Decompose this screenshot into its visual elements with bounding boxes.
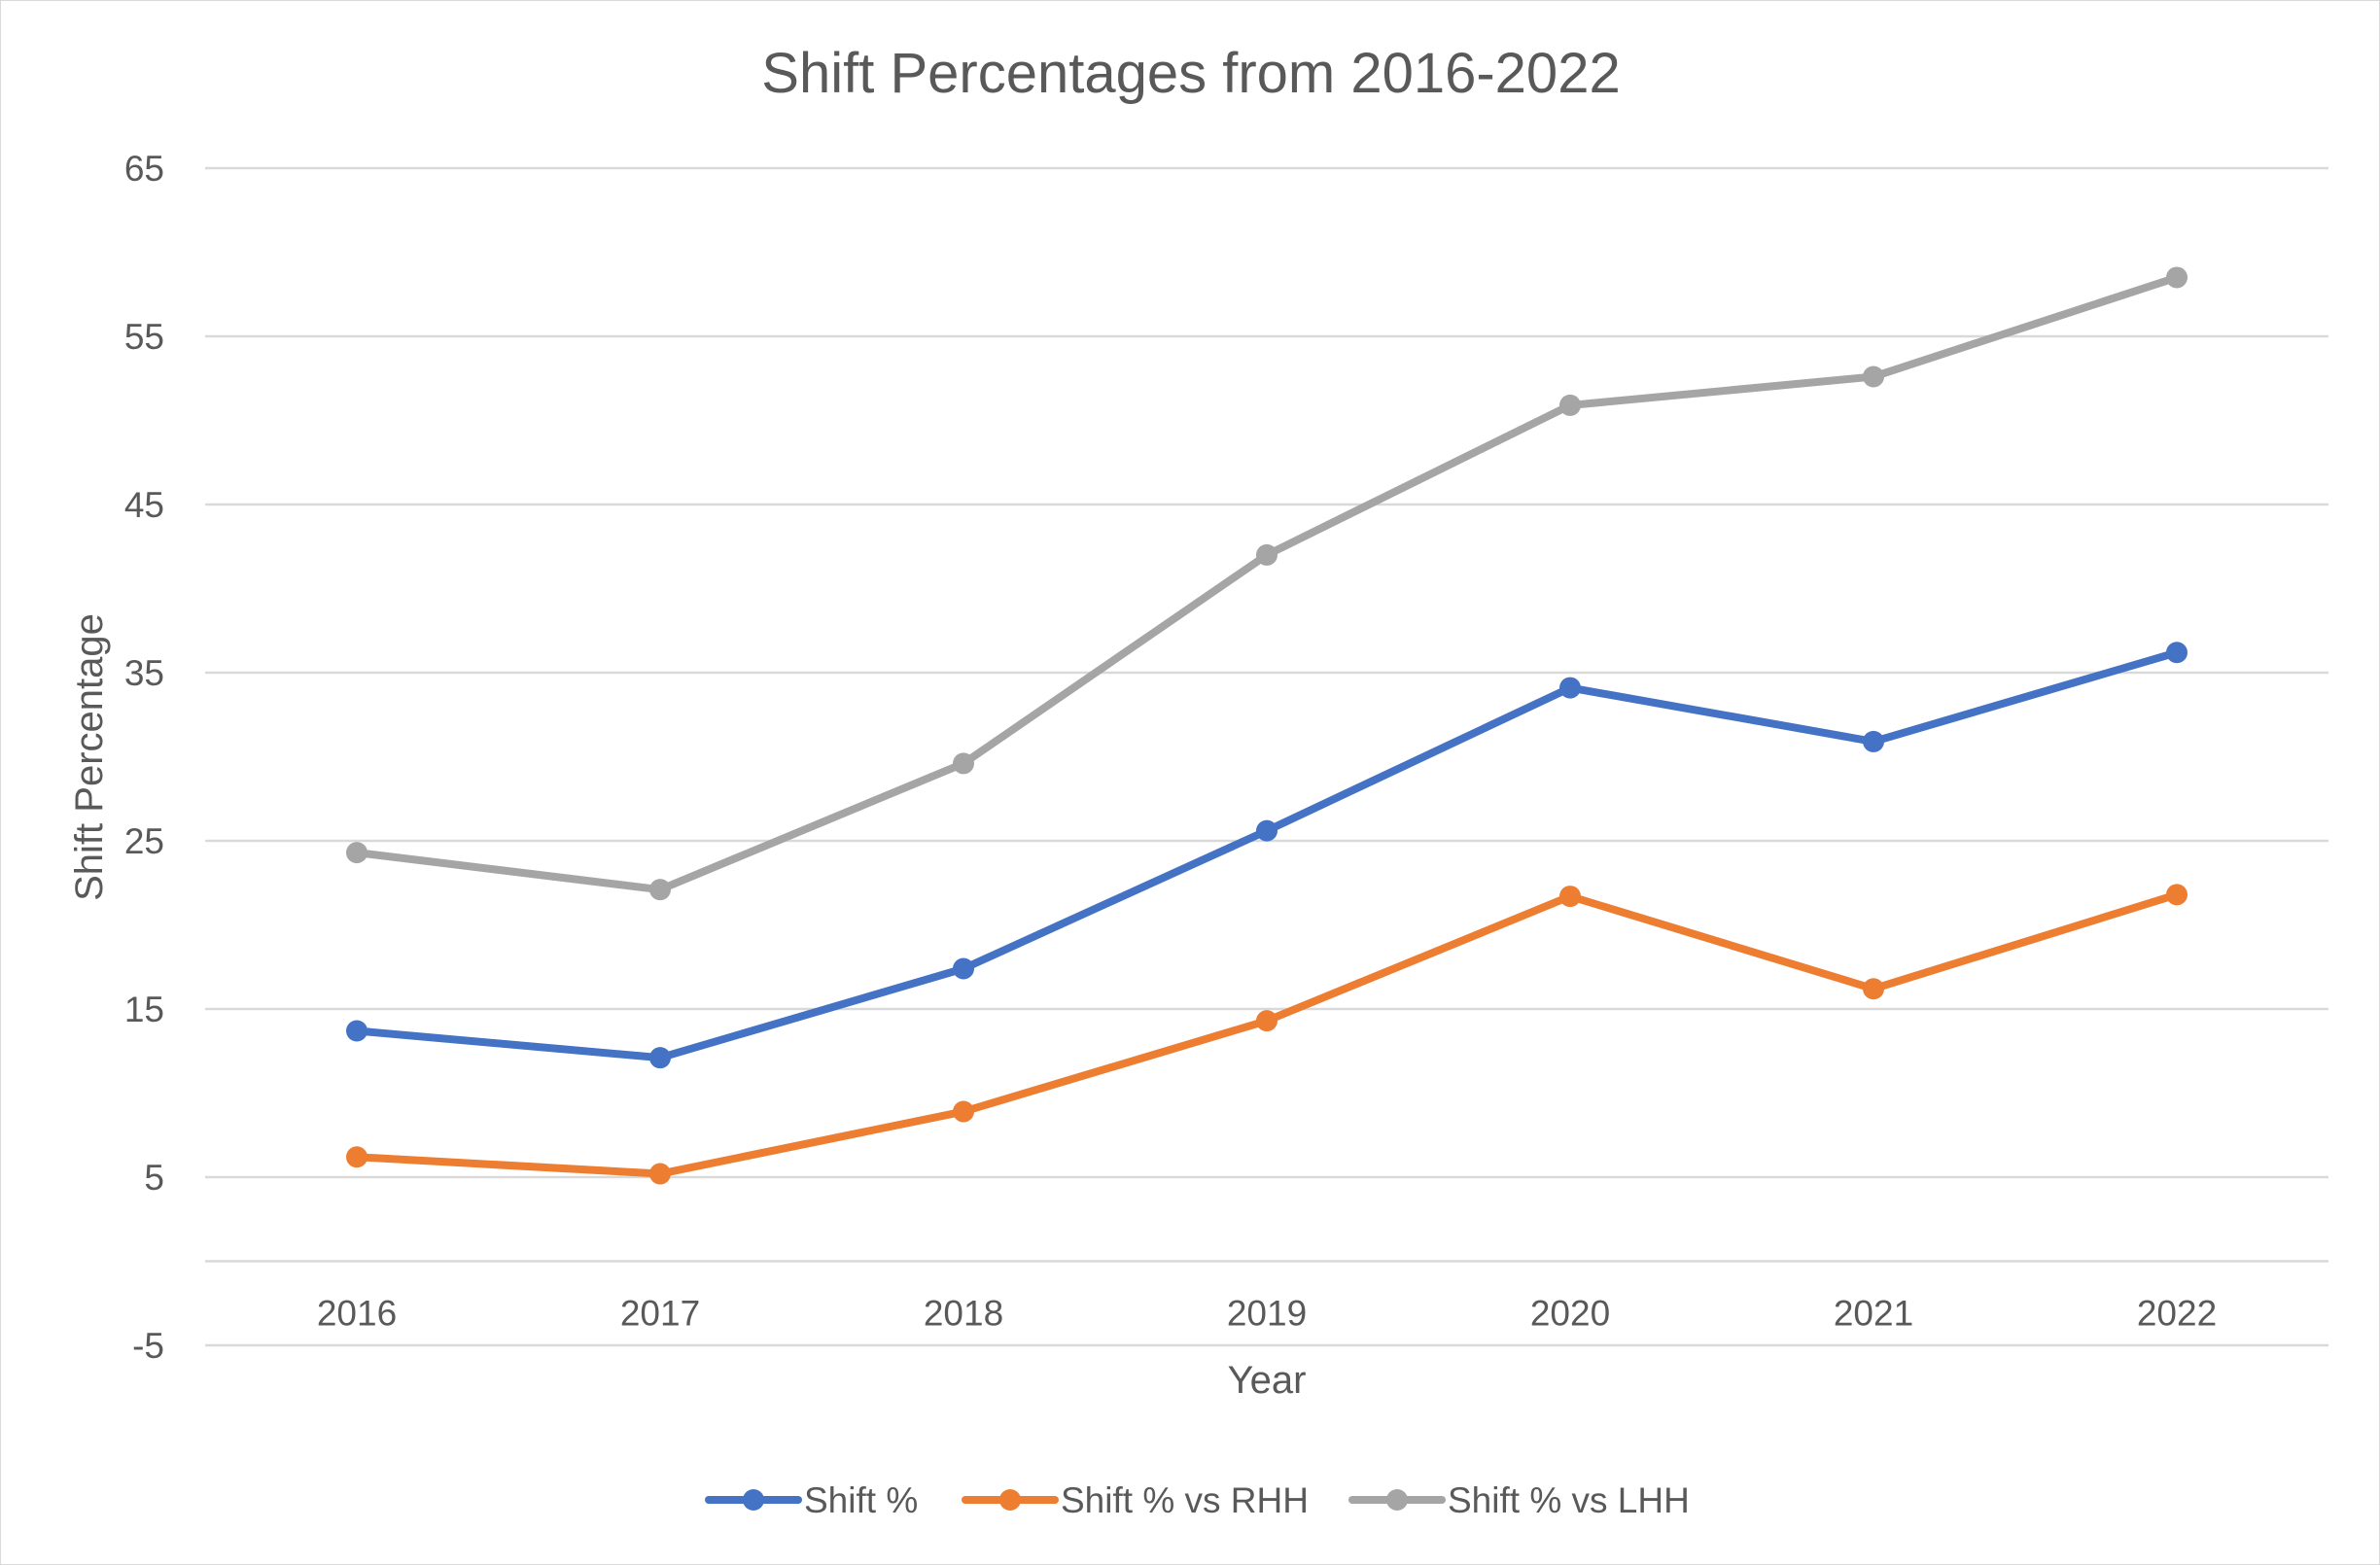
y-tick-label: 5 [144,1158,164,1198]
data-point [2166,266,2188,289]
y-tick-label: 35 [124,653,164,693]
y-axis-title: Shift Percentage [68,613,111,901]
series-line [353,890,2181,1178]
series-line [353,273,2181,894]
y-tick-label: 65 [124,149,164,189]
data-point [1256,1010,1278,1032]
x-axis-ticks: 2016 2017 2018 2019 2020 2021 2022 [317,1294,2217,1334]
data-point [1863,730,1884,752]
x-tick-label: 2019 [1227,1294,1307,1334]
legend-item: Shift % vs RHH [962,1480,1309,1520]
data-point [1863,978,1884,1000]
y-tick-label: -5 [132,1326,164,1366]
series-line [353,648,2181,1062]
legend-label: Shift % vs RHH [1061,1480,1309,1520]
y-tick-label: 25 [124,821,164,861]
x-tick-label: 2017 [620,1294,700,1334]
data-point [1559,886,1581,908]
x-tick-label: 2022 [2137,1294,2217,1334]
data-point [1256,819,1278,842]
chart-title: Shift Percentages from 2016-2022 [761,42,1620,105]
legend-item: Shift % vs LHH [1348,1480,1690,1520]
data-point [346,1020,368,1042]
data-point [1256,543,1278,566]
x-tick-label: 2021 [1834,1294,1913,1334]
series-1 [346,642,2188,1069]
series-3 [346,266,2188,901]
data-point [953,957,974,980]
x-tick-label: 2018 [924,1294,1003,1334]
y-tick-label: 45 [124,485,164,525]
data-point [346,1146,368,1168]
y-tick-label: 55 [124,317,164,357]
data-point [649,879,671,901]
x-axis-title: Year [1228,1359,1307,1402]
y-axis-ticks: 65 55 45 35 25 15 5 -5 [124,149,164,1366]
data-point [1559,394,1581,416]
y-tick-label: 15 [124,990,164,1029]
data-point [2166,884,2188,906]
data-point [1559,677,1581,699]
x-tick-label: 2020 [1530,1294,1610,1334]
legend-swatch-marker [1386,1489,1408,1511]
legend-swatch-marker [999,1489,1021,1511]
x-tick-label: 2016 [317,1294,397,1334]
legend-label: Shift % vs LHH [1448,1480,1690,1520]
legend-label: Shift % [804,1480,918,1520]
data-point [1863,365,1884,388]
series-lines [346,266,2188,1185]
series-2 [346,884,2188,1185]
data-point [953,752,974,775]
legend: Shift % Shift % vs RHH Shift % vs LHH [705,1480,1690,1520]
legend-swatch-marker [743,1489,764,1511]
data-point [953,1100,974,1123]
data-point [649,1163,671,1185]
data-point [2166,642,2188,664]
legend-item: Shift % [705,1480,918,1520]
data-point [649,1047,671,1069]
data-point [346,842,368,864]
